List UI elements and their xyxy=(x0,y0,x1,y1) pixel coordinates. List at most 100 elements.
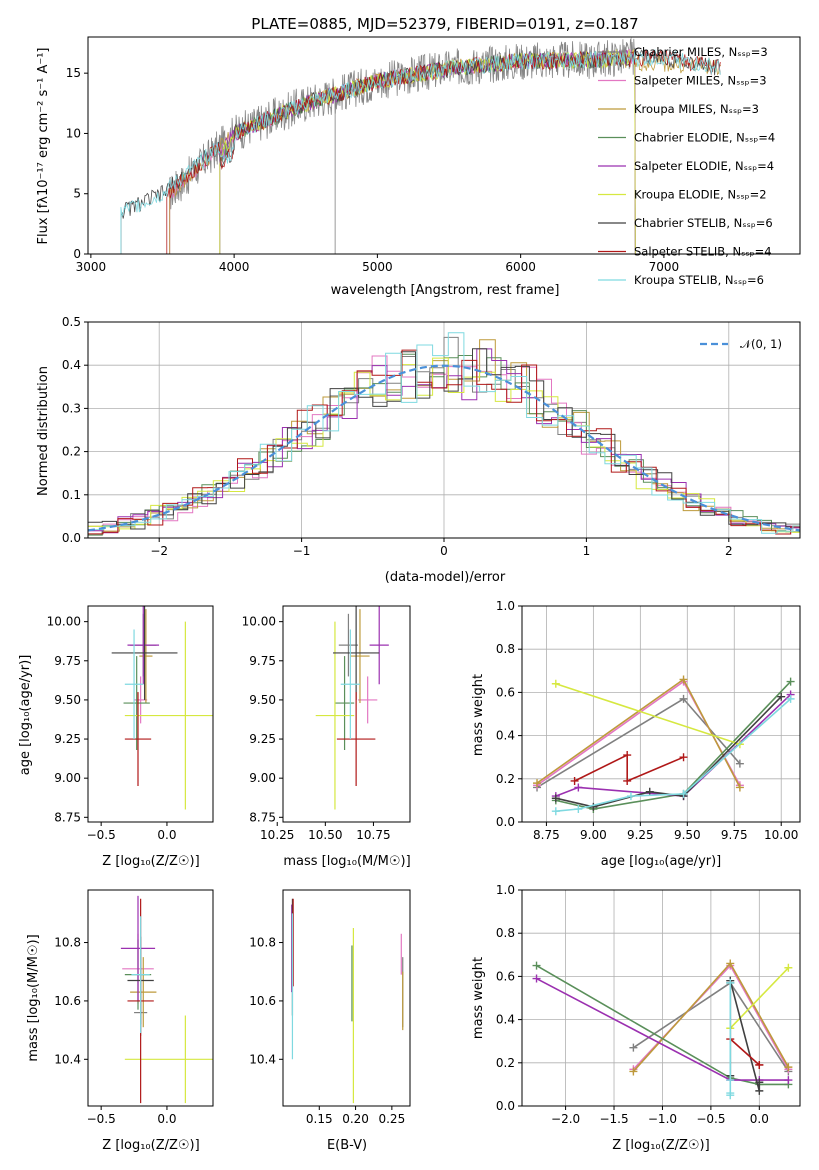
legend-entry: Kroupa STELIB, Nₛₛₚ=6 xyxy=(634,273,764,287)
x-tick-label: 10.25 xyxy=(260,828,294,842)
y-tick-label: 0.8 xyxy=(496,642,515,656)
y-tick-label: 9.75 xyxy=(54,654,81,668)
mass-weight-point xyxy=(755,1086,764,1095)
y-tick-label: 10.4 xyxy=(54,1052,81,1066)
legend-entry: Chabrier STELIB, Nₛₛₚ=6 xyxy=(634,216,773,230)
mw-vs-age-ylabel: mass weight xyxy=(471,674,486,756)
y-tick-label: 8.75 xyxy=(54,810,81,824)
x-tick-label: 6000 xyxy=(505,260,536,274)
y-tick-label: 5 xyxy=(73,187,81,201)
mass-weight-point xyxy=(574,805,583,814)
mass-weight-point xyxy=(784,1063,793,1072)
axes-frame xyxy=(87,36,801,255)
y-tick-label: 10.8 xyxy=(249,936,276,950)
spectrum-ylabel: Flux [fλ10⁻¹⁷ erg cm⁻² s⁻¹ A⁻¹] xyxy=(36,48,51,245)
y-tick-label: 8.75 xyxy=(249,810,276,824)
plot-area xyxy=(291,898,404,1104)
mass-weight-point xyxy=(532,974,541,983)
mass-weight-point xyxy=(679,789,688,798)
x-tick-label: 9.00 xyxy=(580,828,607,842)
y-tick-label: 0.3 xyxy=(62,401,81,415)
y-tick-label: 0.1 xyxy=(62,488,81,502)
mass-weight-point xyxy=(623,776,632,785)
plot-area xyxy=(532,959,793,1100)
y-tick-label: 9.50 xyxy=(249,693,276,707)
spectrum-xlabel: wavelength [Angstrom, rest frame] xyxy=(331,283,560,298)
legend-entry: Salpeter ELODIE, Nₛₛₚ=4 xyxy=(634,159,774,173)
mass-weight-point xyxy=(589,802,598,811)
x-tick-label: −2.0 xyxy=(551,1112,580,1126)
mass-weight-point xyxy=(679,694,688,703)
y-tick-label: 0.0 xyxy=(496,815,515,829)
x-tick-label: 10.00 xyxy=(764,828,798,842)
y-tick-label: 1.0 xyxy=(496,599,515,613)
axes-frame xyxy=(87,321,801,539)
y-tick-label: 0.2 xyxy=(62,445,81,459)
y-tick-label: 10.4 xyxy=(249,1052,276,1066)
residual-panel: −2 −1 0 1 2 0.0 0.1 0.2 0.3 0.4 0.5 xyxy=(62,315,801,558)
y-tick-label: 0.5 xyxy=(62,315,81,329)
plot-area xyxy=(111,606,213,810)
mass-vs-z-xlabel: Z [log₁₀(Z/Z☉)] xyxy=(102,1138,199,1153)
y-tick-label: 1.0 xyxy=(496,883,515,897)
x-tick-label: 0.0 xyxy=(157,1112,176,1126)
mass-weight-point xyxy=(726,1089,735,1098)
mass-weight-line xyxy=(555,681,792,810)
x-tick-label: −0.5 xyxy=(87,828,116,842)
plot-area xyxy=(315,606,389,810)
mass-weight-point xyxy=(532,961,541,970)
y-tick-label: 0 xyxy=(73,247,81,261)
axes-frame xyxy=(521,605,801,823)
y-tick-label: 10.8 xyxy=(54,936,81,950)
histogram-step xyxy=(88,349,800,535)
plot-area xyxy=(533,675,795,816)
x-tick-label: 9.25 xyxy=(627,828,654,842)
y-tick-label: 10.6 xyxy=(249,994,276,1008)
figure-title: PLATE=0885, MJD=52379, FIBERID=0191, z=0… xyxy=(251,15,638,33)
age-vs-z-xlabel: Z [log₁₀(Z/Z☉)] xyxy=(102,854,199,869)
spectrum-legend: Chabrier MILES, Nₛₛₚ=3 Salpeter MILES, Nₛ… xyxy=(598,45,775,287)
legend-entry: Kroupa MILES, Nₛₛₚ=3 xyxy=(634,102,759,116)
axes-frame xyxy=(521,889,801,1107)
plot-area xyxy=(120,37,721,254)
axes-frame xyxy=(282,889,411,1107)
x-tick-label: 0.15 xyxy=(306,1112,333,1126)
x-tick-label: 9.50 xyxy=(674,828,701,842)
x-tick-label: 9.75 xyxy=(721,828,748,842)
y-tick-label: 0.2 xyxy=(496,1056,515,1070)
residual-legend-label: 𝒩(0, 1) xyxy=(740,337,782,351)
y-tick-label: 0.0 xyxy=(62,531,81,545)
x-tick-label: 4000 xyxy=(219,260,250,274)
normal-curve xyxy=(88,364,800,532)
axes-frame xyxy=(87,605,214,823)
legend-entry: Salpeter MILES, Nₛₛₚ=3 xyxy=(634,74,767,88)
mw-vs-age-xlabel: age [log₁₀(age/yr)] xyxy=(601,854,722,869)
spectrum-line xyxy=(120,49,721,254)
y-tick-label: 10.00 xyxy=(242,615,276,629)
mass-weight-point xyxy=(735,759,744,768)
mass-weight-line xyxy=(729,980,761,1092)
mass-weight-point xyxy=(726,1076,735,1085)
mass-weight-point xyxy=(645,787,654,796)
mass-weight-point xyxy=(735,783,744,792)
y-tick-label: 0.6 xyxy=(496,969,515,983)
legend-entry: Kroupa ELODIE, Nₛₛₚ=2 xyxy=(634,188,767,202)
y-tick-label: 9.00 xyxy=(54,771,81,785)
x-tick-label: 8.75 xyxy=(533,828,560,842)
mass-weight-point xyxy=(551,679,560,688)
mass-weight-point xyxy=(629,1067,638,1076)
legend-entry: Chabrier MILES, Nₛₛₚ=3 xyxy=(634,45,768,59)
x-tick-label: 0 xyxy=(440,544,448,558)
y-tick-label: 0.4 xyxy=(62,358,81,372)
plot-area xyxy=(88,332,800,536)
x-tick-label: 7000 xyxy=(649,260,680,274)
y-tick-label: 0.2 xyxy=(496,772,515,786)
mass-vs-ebv-panel: 0.15 0.20 0.25 10.4 10.6 10.8 xyxy=(249,889,411,1126)
x-tick-label: 5000 xyxy=(362,260,393,274)
mass-weight-point xyxy=(623,751,632,760)
x-tick-label: 0.20 xyxy=(342,1112,369,1126)
x-tick-label: 3000 xyxy=(76,260,107,274)
legend-entry: Chabrier ELODIE, Nₛₛₚ=4 xyxy=(634,131,775,145)
y-tick-label: 0.0 xyxy=(496,1099,515,1113)
